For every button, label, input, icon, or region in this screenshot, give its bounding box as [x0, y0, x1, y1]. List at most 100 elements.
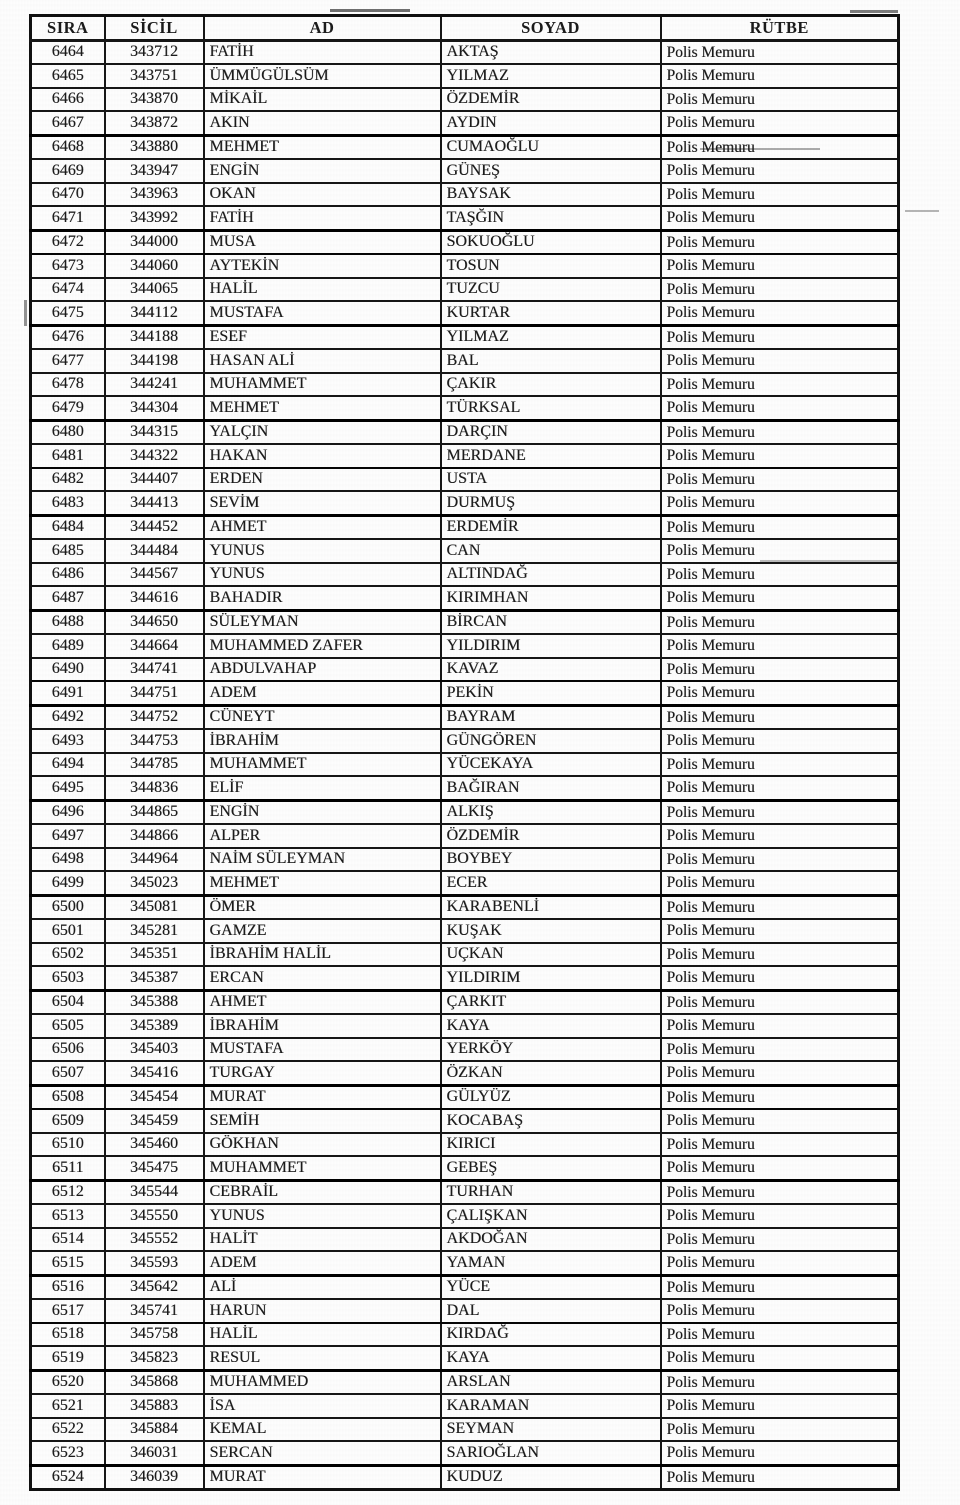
cell-rutbe: Polis Memuru	[659, 1203, 900, 1229]
cell-rutbe: Polis Memuru	[659, 918, 900, 944]
cell-rutbe: Polis Memuru	[659, 656, 900, 682]
cell-sicil: 344866	[103, 823, 205, 849]
cell-rutbe: Polis Memuru	[659, 1345, 900, 1372]
cell-ad: ENGİN	[202, 799, 442, 825]
cell-ad: AYTEKİN	[202, 253, 442, 279]
table-row: 6480 344315 YALÇIN DARÇIN Polis Memuru	[29, 419, 900, 445]
cell-soyad: KIRIMHAN	[439, 585, 662, 612]
cell-rutbe: Polis Memuru	[659, 371, 900, 397]
cell-rutbe: Polis Memuru	[659, 205, 900, 232]
cell-sicil: 345758	[103, 1321, 205, 1347]
column-header-rutbe: RÜTBE	[659, 14, 900, 42]
cell-ad: MEHMET	[202, 870, 442, 897]
cell-sicil: 344304	[103, 395, 205, 422]
table-row: 6519 345823 RESUL KAYA Polis Memuru	[29, 1345, 900, 1372]
table-row: 6490 344741 ABDULVAHAP KAVAZ Polis Memur…	[29, 656, 900, 682]
cell-soyad: PEKİN	[439, 680, 662, 707]
cell-sicil: 344407	[103, 466, 205, 492]
cell-soyad: AKDOĞAN	[439, 1226, 662, 1252]
cell-sira: 6509	[29, 1108, 106, 1134]
cell-rutbe: Polis Memuru	[659, 1416, 900, 1442]
cell-ad: MUSA	[202, 229, 442, 255]
cell-sicil: 344198	[103, 348, 205, 374]
cell-sira: 6507	[29, 1060, 106, 1087]
cell-sicil: 344650	[103, 609, 205, 635]
cell-sicil: 344000	[103, 229, 205, 255]
cell-ad: ADEM	[202, 1250, 442, 1277]
cell-soyad: KAYA	[439, 1013, 662, 1039]
cell-soyad: UÇKAN	[439, 941, 662, 967]
cell-ad: MUHAMMET	[202, 1155, 442, 1182]
cell-sira: 6523	[29, 1440, 106, 1467]
cell-rutbe: Polis Memuru	[659, 609, 900, 635]
cell-soyad: YERKÖY	[439, 1036, 662, 1062]
cell-sira: 6520	[29, 1369, 106, 1395]
table-row: 6515 345593 ADEM YAMAN Polis Memuru	[29, 1250, 900, 1277]
table-row: 6472 344000 MUSA SOKUOĞLU Polis Memuru	[29, 229, 900, 255]
cell-sira: 6493	[29, 728, 106, 754]
cell-sira: 6518	[29, 1321, 106, 1347]
cell-soyad: ÖZDEMİR	[439, 823, 662, 849]
cell-rutbe: Polis Memuru	[659, 704, 900, 730]
cell-sira: 6473	[29, 253, 106, 279]
cell-soyad: KIRDAĞ	[439, 1321, 662, 1347]
cell-soyad: YÜCEKAYA	[439, 751, 662, 777]
cell-sicil: 345460	[103, 1131, 205, 1157]
table-row: 6516 345642 ALİ YÜCE Polis Memuru	[29, 1274, 900, 1300]
cell-soyad: BOYBEY	[439, 846, 662, 872]
cell-ad: SÜLEYMAN	[202, 609, 442, 635]
table-row: 6513 345550 YUNUS ÇALIŞKAN Polis Memuru	[29, 1203, 900, 1229]
cell-ad: ESEF	[202, 324, 442, 350]
table-row: 6465 343751 ÜMMÜGÜLSÜM YILMAZ Polis Memu…	[29, 63, 900, 89]
cell-soyad: ÖZKAN	[439, 1060, 662, 1087]
cell-sicil: 345351	[103, 941, 205, 967]
cell-rutbe: Polis Memuru	[659, 585, 900, 612]
table-header-row: SIRA SİCİL AD SOYAD RÜTBE	[29, 14, 900, 42]
table-row: 6524 346039 MURAT KUDUZ Polis Memuru	[29, 1464, 900, 1491]
cell-soyad: ÇALIŞKAN	[439, 1203, 662, 1229]
cell-soyad: CAN	[439, 538, 662, 564]
cell-ad: ENGİN	[202, 158, 442, 184]
table-row: 6502 345351 İBRAHİM HALİL UÇKAN Polis Me…	[29, 941, 900, 967]
cell-ad: MEHMET	[202, 134, 442, 160]
cell-sira: 6521	[29, 1393, 106, 1419]
cell-ad: MUHAMMED	[202, 1369, 442, 1395]
cell-ad: HASAN ALİ	[202, 348, 442, 374]
cell-rutbe: Polis Memuru	[659, 253, 900, 279]
cell-ad: OKAN	[202, 181, 442, 207]
cell-ad: ABDULVAHAP	[202, 656, 442, 682]
table-row: 6473 344060 AYTEKİN TOSUN Polis Memuru	[29, 253, 900, 279]
cell-sira: 6471	[29, 205, 106, 232]
cell-sira: 6486	[29, 561, 106, 587]
cell-sicil: 345403	[103, 1036, 205, 1062]
table-row: 6493 344753 İBRAHİM GÜNGÖREN Polis Memur…	[29, 728, 900, 754]
cell-sicil: 344753	[103, 728, 205, 754]
cell-ad: FATİH	[202, 39, 442, 65]
table-row: 6466 343870 MİKAİL ÖZDEMİR Polis Memuru	[29, 86, 900, 112]
cell-sicil: 346031	[103, 1440, 205, 1467]
cell-sicil: 344751	[103, 680, 205, 707]
cell-sira: 6513	[29, 1203, 106, 1229]
table-row: 6514 345552 HALİT AKDOĞAN Polis Memuru	[29, 1226, 900, 1252]
table-row: 6470 343963 OKAN BAYSAK Polis Memuru	[29, 181, 900, 207]
cell-rutbe: Polis Memuru	[659, 419, 900, 445]
cell-sicil: 345475	[103, 1155, 205, 1182]
cell-ad: SEVİM	[202, 490, 442, 517]
cell-soyad: KUDUZ	[439, 1464, 662, 1491]
cell-sira: 6505	[29, 1013, 106, 1039]
cell-sira: 6522	[29, 1416, 106, 1442]
cell-sicil: 345593	[103, 1250, 205, 1277]
cell-sicil: 344741	[103, 656, 205, 682]
cell-sira: 6511	[29, 1155, 106, 1182]
table-row: 6497 344866 ALPER ÖZDEMİR Polis Memuru	[29, 823, 900, 849]
cell-rutbe: Polis Memuru	[659, 395, 900, 422]
table-row: 6489 344664 MUHAMMED ZAFER YILDIRIM Poli…	[29, 633, 900, 659]
cell-soyad: KAVAZ	[439, 656, 662, 682]
cell-ad: ADEM	[202, 680, 442, 707]
cell-sicil: 344065	[103, 276, 205, 302]
cell-rutbe: Polis Memuru	[659, 39, 900, 65]
table-row: 6505 345389 İBRAHİM KAYA Polis Memuru	[29, 1013, 900, 1039]
cell-ad: MURAT	[202, 1084, 442, 1110]
cell-sira: 6519	[29, 1345, 106, 1372]
cell-soyad: SOKUOĞLU	[439, 229, 662, 255]
